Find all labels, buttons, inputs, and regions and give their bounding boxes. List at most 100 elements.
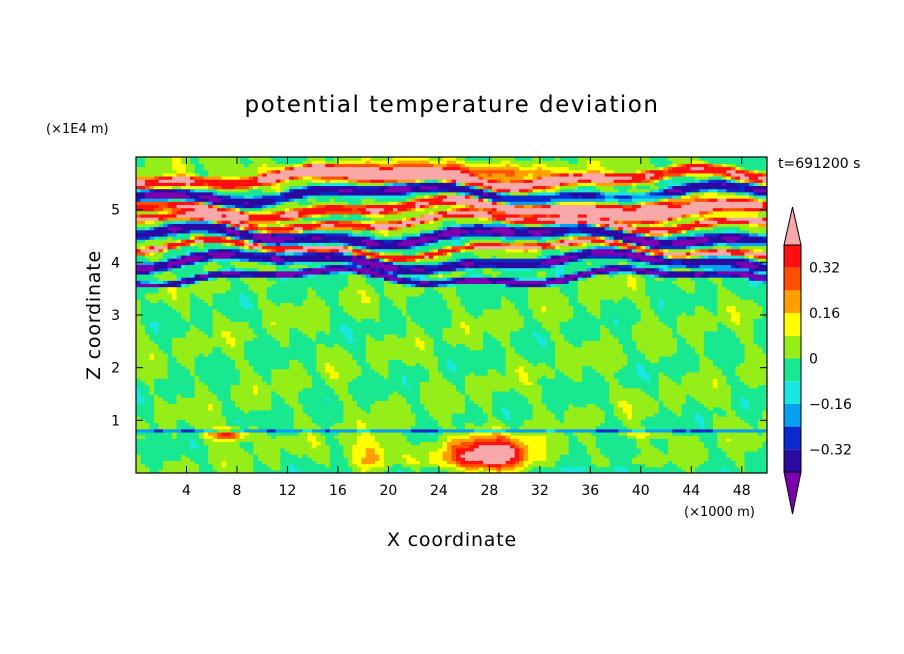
field-cell (465, 343, 484, 348)
field-cell (217, 394, 232, 398)
field-cell (136, 182, 146, 187)
field-cell (253, 327, 268, 332)
field-cell (456, 201, 493, 205)
field-cell (708, 239, 728, 243)
field-cell (352, 444, 380, 449)
field-cell (645, 172, 655, 177)
field-cell (582, 375, 606, 379)
field-cell (437, 463, 457, 468)
field-cell (388, 261, 394, 266)
field-cell (739, 175, 750, 180)
field-cell (356, 362, 371, 367)
field-cell (397, 264, 403, 269)
field-cell (465, 182, 471, 187)
field-cell (293, 198, 299, 202)
field-cell (365, 346, 421, 351)
field-cell (311, 204, 317, 209)
field-cell (712, 242, 719, 247)
field-cell (230, 267, 236, 272)
field-cell (721, 466, 728, 471)
field-cell (519, 447, 525, 452)
field-cell (609, 236, 615, 240)
field-cell (721, 277, 746, 281)
field-cell (320, 223, 335, 228)
field-cell (248, 425, 259, 430)
field-cell (595, 441, 637, 446)
field-cell (136, 172, 164, 177)
field-cell (298, 400, 344, 405)
field-cell (586, 305, 601, 310)
field-cell (546, 343, 556, 348)
field-cell (356, 359, 367, 363)
field-cell (325, 441, 340, 446)
field-cell (501, 220, 507, 224)
field-cell (465, 185, 471, 190)
field-cell (649, 223, 664, 228)
field-cell (694, 289, 719, 294)
field-cell (334, 163, 380, 168)
field-cell (401, 308, 408, 313)
field-cell (415, 194, 426, 199)
field-cell (460, 321, 466, 326)
field-cell (338, 191, 403, 196)
field-cell (541, 236, 552, 240)
field-cell (519, 450, 525, 455)
field-cell (474, 371, 489, 376)
field-cell (717, 378, 728, 382)
field-cell (275, 428, 304, 433)
field-cell (271, 254, 281, 259)
field-cell (311, 226, 317, 231)
field-cell (667, 175, 673, 180)
field-cell (293, 223, 322, 228)
field-cell (501, 343, 511, 348)
field-cell (559, 286, 579, 291)
field-cell (577, 299, 601, 303)
field-cell (519, 469, 529, 473)
field-cell (460, 299, 502, 303)
field-cell (573, 311, 592, 316)
field-cell (136, 245, 142, 250)
field-cell (505, 346, 516, 351)
field-cell (492, 333, 511, 338)
field-cell (293, 251, 304, 256)
field-cell (136, 258, 151, 262)
field-cell (230, 232, 236, 237)
field-cell (136, 469, 151, 473)
field-cell (185, 333, 209, 338)
field-cell (460, 182, 466, 187)
field-cell (244, 242, 254, 247)
field-cell (541, 384, 610, 389)
field-cell (577, 289, 646, 294)
field-cell (519, 378, 529, 382)
field-cell (514, 305, 529, 310)
field-cell (212, 185, 223, 190)
field-cell (568, 182, 579, 187)
field-cell (149, 333, 187, 338)
field-cell (492, 188, 498, 193)
field-cell (230, 283, 250, 288)
field-cell (721, 283, 750, 288)
field-cell (311, 381, 326, 386)
field-cell (271, 333, 290, 338)
field-cell (586, 466, 615, 471)
field-cell (442, 273, 462, 278)
field-cell (600, 264, 606, 269)
field-cell (510, 226, 516, 231)
field-cell (253, 305, 259, 310)
field-cell (667, 447, 709, 452)
field-cell (618, 270, 633, 275)
colorbar-tick-label: −0.32 (809, 442, 852, 458)
field-cell (176, 188, 191, 193)
field-cell (325, 204, 344, 209)
field-cell (415, 223, 444, 228)
field-cell (176, 172, 187, 177)
field-cell (577, 277, 583, 281)
field-cell (609, 384, 624, 389)
field-cell (595, 315, 601, 319)
field-cell (212, 311, 223, 316)
field-cell (284, 447, 331, 452)
field-cell (523, 324, 543, 329)
field-cell (194, 242, 205, 247)
field-cell (532, 466, 561, 471)
field-cell (649, 296, 719, 300)
